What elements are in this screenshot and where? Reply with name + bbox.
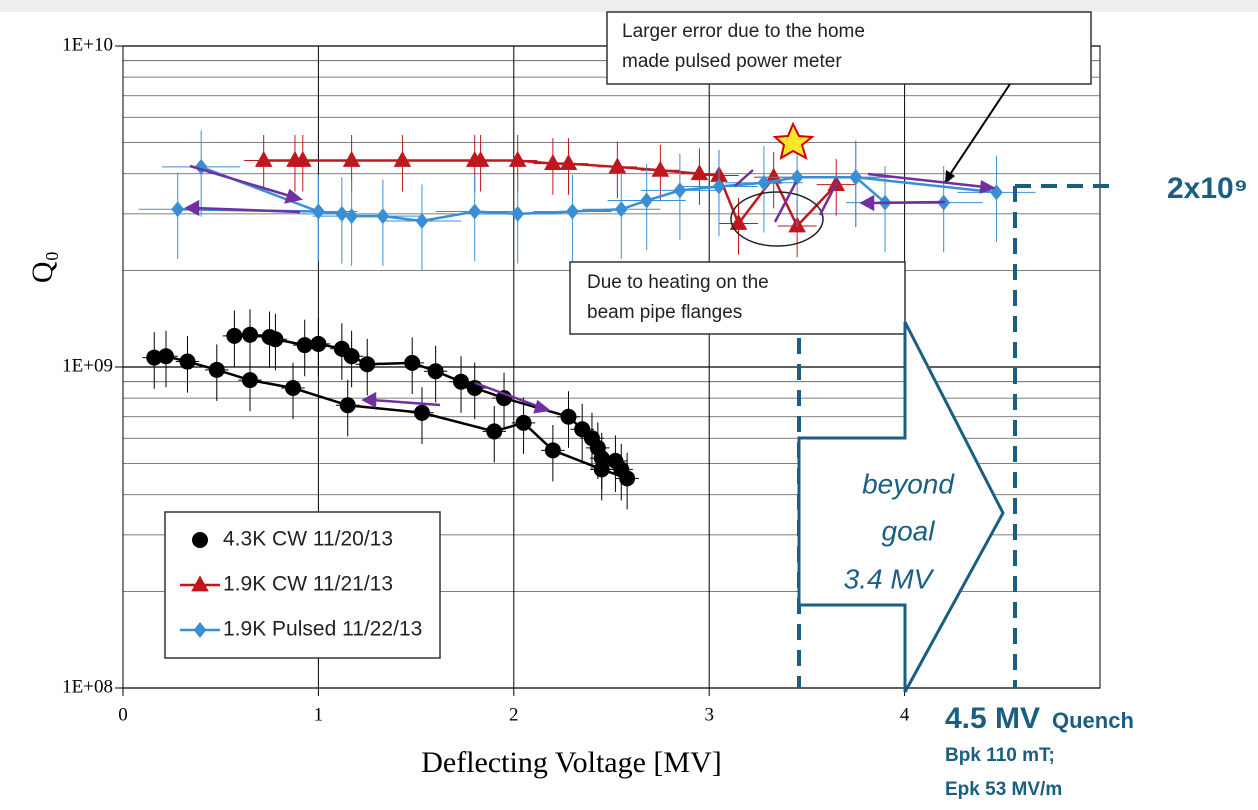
point: [171, 201, 185, 218]
y-axis-label: Q₀: [26, 251, 59, 283]
point: [296, 337, 313, 354]
point: [515, 414, 532, 431]
y-tick-label: 1E+09: [62, 355, 113, 376]
point: [619, 470, 636, 487]
series-line: [855, 176, 997, 194]
point: [242, 326, 259, 343]
point: [486, 423, 503, 440]
y-tick-label: 1E+10: [62, 34, 113, 55]
point: [339, 397, 356, 414]
direction-arrows: [184, 164, 997, 414]
point: [511, 205, 525, 222]
point: [335, 205, 349, 222]
point: [849, 169, 863, 186]
point: [508, 150, 527, 167]
legend-label: 1.9K Pulsed 11/22/13: [223, 618, 422, 641]
point: [192, 532, 208, 548]
point: [593, 461, 610, 478]
point: [376, 208, 390, 225]
point: [254, 150, 273, 167]
point: [651, 160, 670, 177]
goal-text: 3.4 MV: [844, 563, 935, 594]
point: [312, 203, 325, 220]
point: [453, 373, 470, 390]
x-tick-label: 4: [900, 704, 910, 725]
quench-text: Epk 53 MV/m: [945, 779, 1062, 800]
point: [293, 150, 312, 167]
x-tick-label: 3: [704, 704, 714, 725]
point: [790, 169, 804, 186]
goal-text: beyond: [862, 468, 955, 499]
big-arrow: [797, 321, 1005, 693]
point: [544, 442, 561, 459]
point: [544, 154, 562, 171]
x-tick-label: 2: [509, 704, 519, 725]
point: [193, 622, 207, 638]
point: [640, 192, 654, 209]
point: [427, 363, 444, 380]
point: [712, 178, 726, 195]
point: [559, 154, 578, 171]
q-note: 2x10⁹: [1167, 172, 1248, 205]
ellipse: [730, 191, 824, 247]
top-strip: [0, 0, 1258, 12]
point: [284, 380, 301, 397]
note-box: [569, 261, 906, 335]
point: [471, 150, 490, 167]
point: [614, 201, 628, 218]
quench-text: Bpk 110 mT;: [945, 745, 1055, 766]
point: [342, 150, 361, 167]
point: [157, 348, 174, 365]
point: [310, 335, 327, 352]
x-tick-label: 1: [314, 704, 324, 725]
point: [404, 354, 421, 371]
point: [267, 331, 284, 348]
quench-text: Quench: [1052, 708, 1134, 733]
legend-label: 4.3K CW 11/20/13: [223, 528, 393, 551]
note-text: Due to heating on the: [587, 272, 769, 293]
quench-text: 4.5 MV: [945, 702, 1040, 735]
point: [191, 575, 209, 592]
x-tick-label: 0: [118, 704, 128, 725]
point: [393, 150, 412, 167]
point: [208, 361, 225, 378]
point: [242, 372, 259, 389]
point: [226, 327, 243, 344]
note-text: Larger error due to the home: [622, 21, 865, 42]
point: [757, 174, 771, 191]
point: [466, 380, 483, 397]
goal-text: goal: [882, 515, 936, 546]
point: [608, 157, 627, 174]
point: [415, 212, 429, 229]
point: [146, 349, 163, 366]
point: [468, 203, 482, 220]
note-text: beam pipe flanges: [587, 302, 742, 323]
star: [772, 121, 815, 161]
point: [343, 348, 360, 365]
point: [359, 356, 376, 373]
point: [566, 203, 579, 220]
point: [413, 404, 430, 421]
point: [560, 408, 577, 425]
x-axis-label: Deflecting Voltage [MV]: [421, 746, 721, 779]
point: [690, 164, 709, 181]
legend-label: 1.9K CW 11/21/13: [223, 573, 393, 596]
point: [729, 213, 748, 230]
note-text: made pulsed power meter: [622, 51, 842, 72]
note-box: [606, 11, 1092, 85]
note-arrow: [944, 83, 1011, 183]
point: [179, 353, 196, 370]
y-tick-label: 1E+08: [62, 676, 113, 697]
note-arrowhead: [945, 170, 955, 184]
